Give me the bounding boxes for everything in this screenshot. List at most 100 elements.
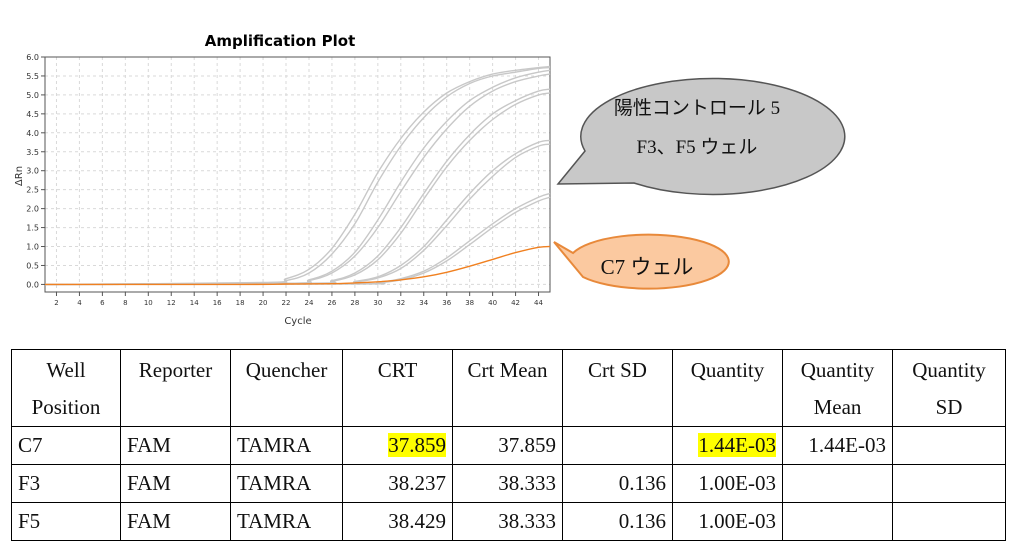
header-quantity-mean: Quantity Mean — [782, 349, 893, 427]
table-header-row: Well Position Reporter Quencher CRT Crt M… — [11, 349, 1006, 427]
plot-frame — [44, 56, 551, 293]
callout-positive-control: 陽性コントロール 5 F3、F5 ウェル — [556, 77, 846, 196]
cell-quantity-sd — [892, 464, 1006, 503]
header-crt-sd: Crt SD — [562, 349, 673, 427]
amplification-curves — [44, 65, 551, 286]
chart-grid — [45, 56, 550, 292]
x-tick-label: 44 — [534, 299, 543, 307]
cell-quantity: 1.00E-03 — [672, 502, 783, 541]
x-tick-label: 36 — [442, 299, 451, 307]
cell-crt-sd: 0.136 — [562, 464, 673, 503]
cell-well: C7 — [11, 426, 121, 465]
amplification-curve-10 — [44, 196, 551, 286]
y-tick-label: 1.0 — [26, 243, 39, 252]
amplification-curve-5 — [44, 88, 551, 286]
table-row: C7 FAM TAMRA 37.859 37.859 1.44E-03 1.44… — [11, 426, 1006, 465]
amplification-chart: Amplification Plot 0.0 0.5 1.0 1.5 2.0 2.5 3.0… — [14, 32, 846, 327]
cell-crt: 38.429 — [342, 502, 453, 541]
x-tick-label: 40 — [488, 299, 497, 307]
header-reporter: Reporter — [120, 349, 231, 427]
y-tick-label: 5.5 — [26, 72, 39, 81]
cell-crt-mean: 38.333 — [452, 502, 563, 541]
x-tick-label: 32 — [396, 299, 405, 307]
header-quencher: Quencher — [230, 349, 343, 427]
x-axis-label: Cycle — [284, 316, 311, 327]
header-crt: CRT — [342, 349, 453, 427]
cell-quantity-mean: 1.44E-03 — [782, 426, 893, 465]
callout-positive-line1: 陽性コントロール 5 — [614, 97, 780, 119]
cell-well: F3 — [11, 464, 121, 503]
cell-quantity-sd — [892, 426, 1006, 465]
cell-quantity-sd — [892, 502, 1006, 541]
x-tick-label: 18 — [236, 299, 245, 307]
cell-crt-mean: 38.333 — [452, 464, 563, 503]
y-axis-label: ΔRn — [14, 166, 25, 186]
cell-reporter: FAM — [120, 464, 231, 503]
y-tick-label: 1.5 — [26, 224, 39, 233]
highlighted-crt: 37.859 — [388, 433, 446, 457]
amplification-curve-9 — [44, 192, 551, 286]
x-tick-label: 6 — [100, 299, 105, 307]
cell-quantity: 1.44E-03 — [672, 426, 783, 465]
callout-positive-bubble — [556, 77, 846, 196]
x-tick-label: 34 — [419, 299, 428, 307]
amplification-curve-4 — [44, 73, 551, 286]
header-well-position: Well Position — [11, 349, 121, 427]
x-tick-label: 24 — [305, 299, 314, 307]
x-tick-label: 10 — [144, 299, 153, 307]
x-tick-label: 22 — [282, 299, 291, 307]
cell-quantity: 1.00E-03 — [672, 464, 783, 503]
y-tick-label: 0.5 — [26, 261, 39, 270]
y-tick-label: 2.5 — [26, 186, 39, 195]
y-tick-label: 2.0 — [26, 205, 39, 214]
cell-quantity-mean — [782, 502, 893, 541]
amplification-curve-8 — [44, 143, 551, 286]
cell-reporter: FAM — [120, 426, 231, 465]
cell-crt: 38.237 — [342, 464, 453, 503]
highlighted-quantity: 1.44E-03 — [698, 433, 776, 457]
amplification-curve-2 — [44, 66, 551, 286]
x-axis: 2 4 6 8 10 12 14 16 18 20 22 24 26 28 30 32 34 36 38 40 42 44 — [54, 292, 544, 307]
chart-title: Amplification Plot — [205, 32, 356, 50]
y-tick-label: 6.0 — [26, 53, 39, 62]
cell-crt-sd — [562, 426, 673, 465]
y-tick-label: 4.0 — [26, 129, 39, 138]
cell-crt: 37.859 — [342, 426, 453, 465]
callout-positive-line2: F3、F5 ウェル — [637, 137, 758, 158]
table-row: F3 FAM TAMRA 38.237 38.333 0.136 1.00E-0… — [11, 464, 1006, 503]
table-row: F5 FAM TAMRA 38.429 38.333 0.136 1.00E-0… — [11, 502, 1006, 541]
cell-crt-mean: 37.859 — [452, 426, 563, 465]
header-quantity: Quantity — [672, 349, 783, 427]
y-tick-label: 3.5 — [26, 148, 39, 157]
y-tick-label: 3.0 — [26, 167, 39, 176]
x-tick-label: 16 — [213, 299, 222, 307]
x-tick-label: 4 — [77, 299, 82, 307]
x-tick-label: 42 — [511, 299, 520, 307]
x-tick-label: 12 — [167, 299, 176, 307]
cell-quantity-mean — [782, 464, 893, 503]
x-tick-label: 8 — [123, 299, 127, 307]
cell-quencher: TAMRA — [230, 502, 343, 541]
header-crt-mean: Crt Mean — [452, 349, 563, 427]
x-tick-label: 30 — [373, 299, 382, 307]
y-axis: 0.0 0.5 1.0 1.5 2.0 2.5 3.0 3.5 4.0 4.5 5.0 5.5 6.0 — [26, 53, 45, 289]
x-tick-label: 28 — [350, 299, 359, 307]
callout-c7-well: C7 ウェル — [553, 233, 730, 290]
callout-c7-bubble — [553, 233, 730, 290]
x-tick-label: 38 — [465, 299, 474, 307]
cell-crt-sd: 0.136 — [562, 502, 673, 541]
x-tick-label: 26 — [327, 299, 336, 307]
cell-quencher: TAMRA — [230, 426, 343, 465]
cell-well: F5 — [11, 502, 121, 541]
y-tick-label: 4.5 — [26, 110, 39, 119]
cell-quencher: TAMRA — [230, 464, 343, 503]
callout-c7-label: C7 ウェル — [601, 255, 694, 279]
x-tick-label: 14 — [190, 299, 199, 307]
x-tick-label: 20 — [259, 299, 268, 307]
header-quantity-sd: Quantity SD — [892, 349, 1006, 427]
amplification-curve-11 — [44, 245, 551, 286]
amplification-curve-1 — [44, 65, 551, 286]
amplification-curve-7 — [44, 139, 551, 286]
cell-reporter: FAM — [120, 502, 231, 541]
y-tick-label: 0.0 — [26, 280, 39, 289]
